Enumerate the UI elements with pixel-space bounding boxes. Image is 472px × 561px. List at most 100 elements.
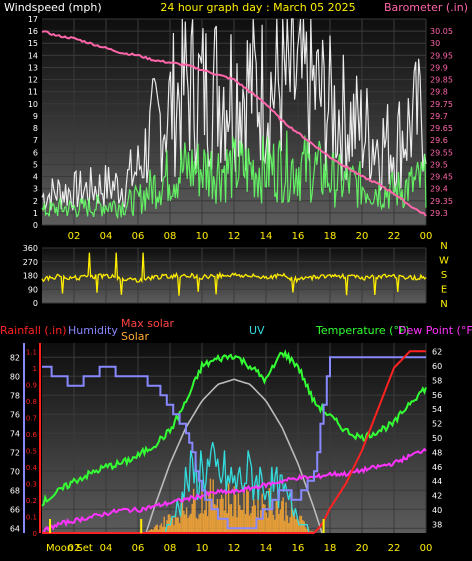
wind-x-tick: 12 [228, 231, 241, 242]
wind-y-tick: 8 [33, 124, 38, 133]
barometer-tick: 29.75 [430, 100, 453, 109]
humidity-tick: 76 [10, 410, 20, 419]
humidity-tick: 68 [10, 486, 20, 495]
humidity-tick: 70 [10, 467, 20, 476]
wind-y-tick: 6 [33, 148, 38, 157]
rain-tick: 0.8 [26, 398, 37, 406]
wind-y-tick: 0 [33, 221, 38, 230]
climate-x-tick: 04 [100, 543, 113, 554]
rain-tick: 0.6 [26, 431, 38, 439]
barometer-tick: 29.85 [430, 76, 453, 85]
humidity-tick: 64 [10, 524, 20, 533]
compass-letter: W [439, 256, 449, 267]
rainfall-label: Rainfall (.in) [0, 324, 67, 337]
compass-letter: S [441, 270, 447, 281]
wind-y-tick: 3 [33, 185, 38, 194]
wind-x-tick: 02 [68, 231, 81, 242]
humidity-tick: 66 [10, 505, 20, 514]
wind-y-tick: 10 [28, 100, 38, 109]
rain-tick: 0 [33, 530, 37, 538]
direction-y-tick: 90 [28, 285, 38, 294]
direction-y-tick: 360 [23, 244, 38, 253]
wind-panel: Windspeed (mph) 24 hour graph day : Marc… [4, 1, 468, 242]
temperature-tick: 58 [432, 376, 442, 385]
temperature-tick: 62 [432, 348, 442, 357]
wind-y-tick: 13 [28, 63, 38, 72]
compass-letter: N [440, 241, 447, 252]
wind-y-tick: 16 [28, 27, 38, 36]
moon-set-label: Moon Set [46, 543, 93, 554]
humidity-line [42, 356, 426, 530]
wind-x-tick: 00 [420, 231, 433, 242]
uv-label: UV [249, 324, 265, 337]
climate-x-tick: 10 [196, 543, 209, 554]
direction-line [41, 252, 427, 296]
wind-x-tick: 04 [100, 231, 113, 242]
rain-tick: 1.1 [26, 348, 37, 356]
wind-x-tick: 08 [164, 231, 177, 242]
compass-letter: N [440, 299, 447, 310]
barometer-tick: 30 [430, 39, 440, 48]
climate-x-tick: 02 [68, 543, 81, 554]
climate-x-tick: 20 [356, 543, 369, 554]
climate-x-tick: 22 [388, 543, 401, 554]
barometer-tick: 30.05 [430, 27, 453, 36]
rain-tick: 0.4 [26, 464, 38, 472]
climate-x-tick: 08 [164, 543, 177, 554]
barometer-tick: 29.45 [430, 173, 453, 182]
rain-tick: 0.5 [26, 447, 37, 455]
direction-y-tick: 270 [23, 258, 38, 267]
climate-x-tick: 16 [292, 543, 305, 554]
rain-tick: 0.9 [26, 381, 37, 389]
barometer-tick: 29.4 [430, 185, 448, 194]
wind-x-tick: 18 [324, 231, 337, 242]
rain-tick: 0.7 [26, 414, 37, 422]
wind-y-tick: 4 [33, 173, 38, 182]
wind-y-tick: 5 [33, 160, 38, 169]
barometer-line [41, 30, 427, 217]
temperature-tick: 40 [432, 506, 442, 515]
barometer-tick: 29.7 [430, 112, 448, 121]
barometer-tick: 29.9 [430, 63, 448, 72]
wind-x-tick: 06 [132, 231, 145, 242]
wind-y-tick: 17 [28, 15, 38, 24]
barometer-tick: 29.5 [430, 160, 448, 169]
wind-y-tick: 14 [28, 51, 38, 60]
temperature-tick: 38 [432, 520, 442, 529]
direction-y-tick: 0 [33, 299, 38, 308]
compass-letter: E [441, 285, 447, 296]
wind-y-tick: 1 [33, 209, 38, 218]
wind-title: 24 hour graph day : March 05 2025 [160, 1, 355, 14]
barometer-tick: 29.55 [430, 148, 453, 157]
temperature-tick: 56 [432, 391, 442, 400]
temperature-tick: 50 [432, 434, 442, 443]
barometer-tick: 29.35 [430, 197, 453, 206]
uv-line [162, 441, 314, 534]
climate-x-tick: 18 [324, 543, 337, 554]
rain-tick: 0.1 [26, 513, 37, 521]
wind-y-tick: 9 [33, 112, 38, 121]
temperature-tick: 44 [432, 477, 442, 486]
climate-panel: Rainfall (.in) Humidity Max solar Solar … [0, 317, 472, 554]
humidity-tick: 72 [10, 448, 20, 457]
wind-ylabel: Windspeed (mph) [4, 1, 102, 14]
barometer-tick: 29.65 [430, 124, 453, 133]
wind-x-tick: 16 [292, 231, 305, 242]
rain-tick: 0.3 [26, 480, 37, 488]
wind-x-tick: 20 [356, 231, 369, 242]
rain-tick: 0.2 [26, 497, 37, 505]
temperature-line [41, 349, 427, 507]
wind-x-tick: 14 [260, 231, 273, 242]
direction-y-tick: 180 [23, 272, 38, 281]
humidity-tick: 80 [10, 372, 20, 381]
wind-y-tick: 7 [33, 136, 38, 145]
wind-y-tick: 11 [28, 88, 38, 97]
temperature-tick: 46 [432, 463, 442, 472]
max-solar-curve [145, 378, 323, 534]
max-solar-label: Max solar [121, 317, 174, 330]
barometer-tick: 29.6 [430, 136, 448, 145]
humidity-tick: 74 [10, 429, 20, 438]
wind-y-tick: 12 [28, 76, 38, 85]
